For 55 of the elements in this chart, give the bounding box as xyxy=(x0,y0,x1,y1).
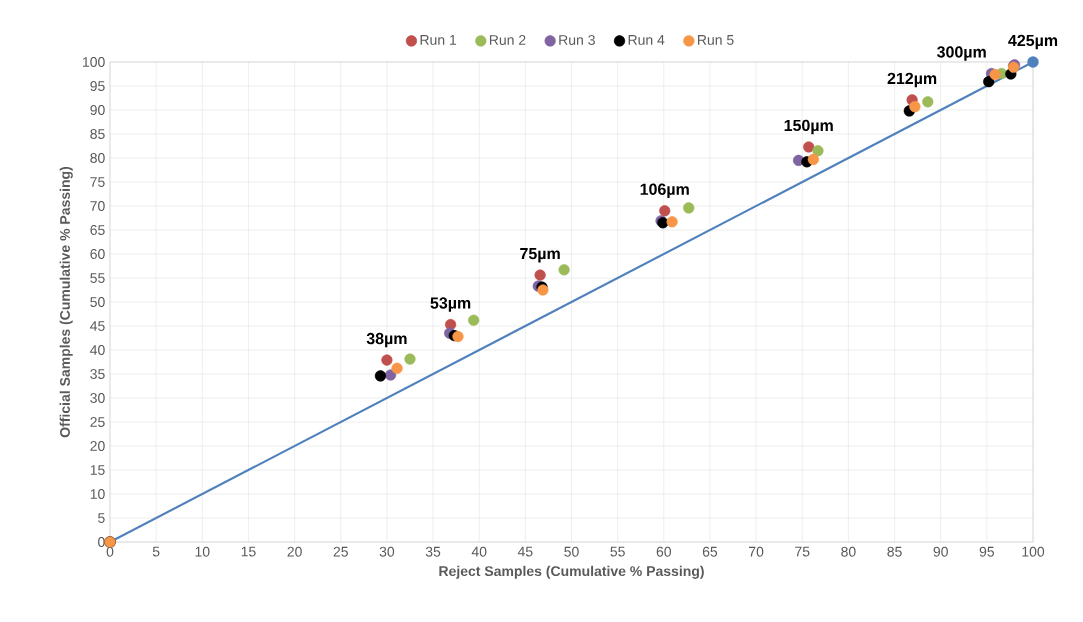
x-tick-label: 50 xyxy=(564,546,579,557)
legend-label: Run 1 xyxy=(420,35,457,45)
y-tick-label: 25 xyxy=(90,417,105,427)
x-tick-label: 10 xyxy=(195,546,210,557)
x-tick-label: 60 xyxy=(656,546,672,557)
y-tick-label: 60 xyxy=(90,249,105,259)
y-tick-label: 30 xyxy=(90,393,105,403)
legend-label: Run 3 xyxy=(559,35,595,45)
x-tick-label: 100 xyxy=(1022,546,1045,557)
annotation: 150µm xyxy=(784,119,833,135)
x-tick-label: 80 xyxy=(841,546,856,557)
y-tick-label: 15 xyxy=(90,465,105,475)
y-tick-label: 35 xyxy=(90,369,105,379)
y-tick-label: 45 xyxy=(90,321,105,331)
y-tick-label: 80 xyxy=(90,153,105,163)
x-tick-label: 65 xyxy=(702,546,718,557)
y-tick-label: 20 xyxy=(90,441,105,451)
legend-label: Run 2 xyxy=(489,35,526,45)
y-tick-label: 5 xyxy=(98,513,105,523)
annotation: 53µm xyxy=(430,297,471,312)
annotation: 212µm xyxy=(887,72,937,88)
x-axis-title: Reject Samples (Cumulative % Passing) xyxy=(439,565,704,579)
x-tick-label: 30 xyxy=(379,546,395,557)
y-tick-label: 70 xyxy=(90,201,105,211)
y-tick-label: 55 xyxy=(90,273,105,283)
x-tick-label: 25 xyxy=(333,546,348,557)
x-tick-label: 55 xyxy=(610,546,625,557)
x-tick-label: 20 xyxy=(287,546,302,557)
annotation: 106µm xyxy=(640,183,689,199)
x-tick-label: 5 xyxy=(152,546,160,557)
annotation: 425µm xyxy=(1008,34,1058,50)
y-tick-label: 75 xyxy=(90,177,105,187)
y-tick-label: 100 xyxy=(83,57,105,67)
x-tick-label: 95 xyxy=(979,546,995,557)
x-tick-label: 15 xyxy=(241,546,256,557)
legend-label: Run 4 xyxy=(628,35,665,45)
x-tick-label: 45 xyxy=(517,546,533,557)
x-tick-label: 85 xyxy=(887,546,902,557)
x-tick-label: 40 xyxy=(471,546,487,557)
y-axis-title: Official Samples (Cumulative % Passing) xyxy=(59,166,73,438)
annotation: 38µm xyxy=(366,332,407,348)
y-tick-label: 10 xyxy=(90,489,105,499)
y-tick-label: 50 xyxy=(90,297,105,307)
x-tick-label: 75 xyxy=(795,546,810,557)
y-tick-label: 90 xyxy=(90,105,105,115)
x-tick-label: 90 xyxy=(933,546,948,557)
y-tick-label: 40 xyxy=(90,345,105,355)
y-tick-label: 85 xyxy=(90,129,105,139)
y-tick-label: 95 xyxy=(90,81,105,91)
annotation: 75µm xyxy=(520,248,560,263)
y-tick-label: 65 xyxy=(90,225,105,235)
annotation: 300µm xyxy=(937,46,986,61)
legend-label: Run 5 xyxy=(698,35,734,45)
x-tick-label: 35 xyxy=(425,546,441,557)
x-tick-label: 70 xyxy=(749,546,764,557)
